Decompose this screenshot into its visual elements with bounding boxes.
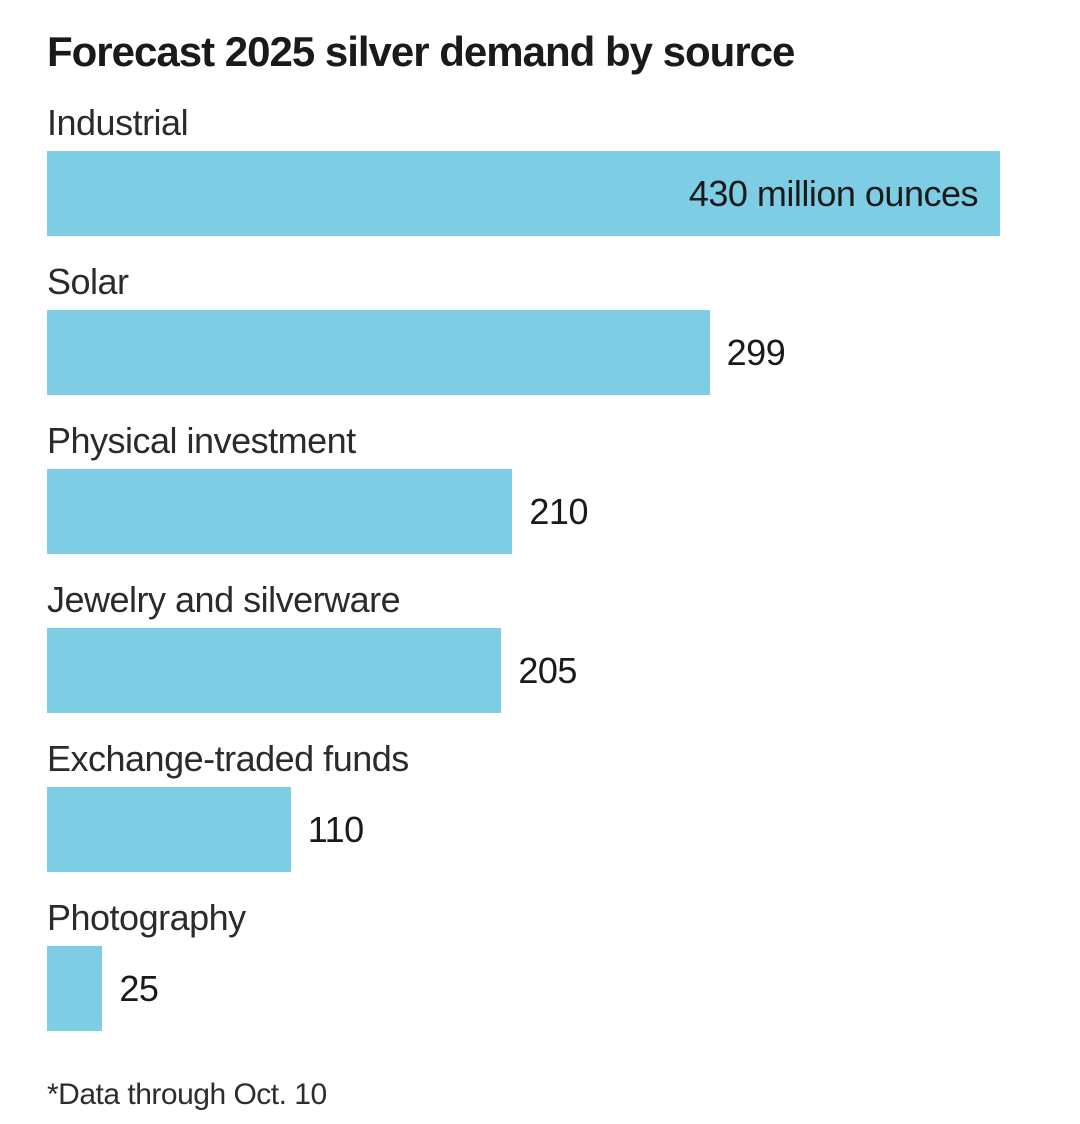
category-label: Jewelry and silverware: [47, 579, 401, 621]
chart-row: Photography 25: [47, 897, 1000, 1032]
bar-track: 25: [47, 946, 1000, 1032]
chart-row: Physical investment 210: [47, 420, 1000, 555]
bar: [47, 310, 710, 396]
value-label: 25: [119, 967, 159, 1009]
bar-track: 110: [47, 787, 1000, 873]
bar-track: 430 million ounces: [47, 151, 1000, 237]
bar: 430 million ounces: [47, 151, 1000, 237]
category-label: Solar: [47, 261, 129, 303]
category-label: Physical investment: [47, 420, 356, 462]
chart-row: Jewelry and silverware 205: [47, 579, 1000, 714]
bar: [47, 787, 291, 873]
category-label: Photography: [47, 897, 246, 939]
bar-track: 205: [47, 628, 1000, 714]
value-label: 210: [529, 490, 588, 532]
chart-row: Exchange-traded funds 110: [47, 738, 1000, 873]
chart-footnote: *Data through Oct. 10: [47, 1078, 327, 1112]
category-label: Exchange-traded funds: [47, 738, 409, 780]
value-label: 299: [726, 331, 786, 373]
value-label: 205: [518, 649, 577, 691]
bar-track: 210: [47, 469, 1000, 555]
value-label: 110: [307, 808, 364, 850]
bar: [47, 469, 513, 555]
category-label: Industrial: [47, 102, 189, 144]
chart-row: Industrial 430 million ounces: [47, 102, 1000, 237]
bar: [47, 628, 502, 714]
bar: [47, 946, 103, 1032]
chart-title: Forecast 2025 silver demand by source: [47, 28, 795, 75]
chart-row: Solar 299: [47, 261, 1000, 396]
chart-rows: Industrial 430 million ounces Solar 299 Phys…: [47, 102, 1000, 1032]
bar-track: 299: [47, 310, 1000, 396]
value-label: 430 million ounces: [688, 172, 979, 214]
